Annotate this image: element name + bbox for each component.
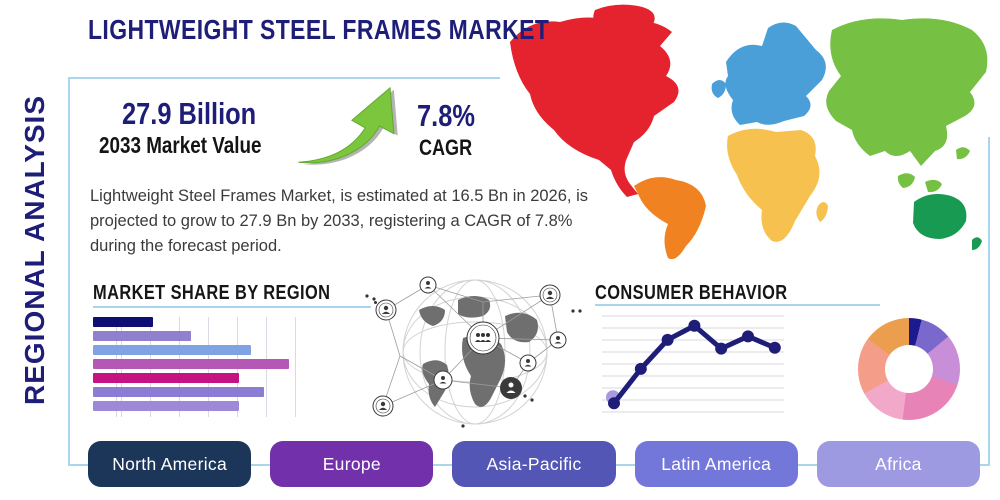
market-share-bar-0 <box>93 317 154 327</box>
donut-hole <box>885 345 933 393</box>
map-region-europe <box>711 22 826 126</box>
market-value-stat: 27.9 Billion <box>122 96 257 131</box>
region-button-label: Asia-Pacific <box>486 453 582 474</box>
network-node <box>419 276 437 294</box>
line-data-point <box>742 330 754 343</box>
market-description: Lightweight Steel Frames Market, is esti… <box>90 187 588 255</box>
network-node <box>549 331 567 349</box>
network-node <box>375 299 397 321</box>
market-share-underline <box>93 306 371 308</box>
network-node <box>519 354 537 372</box>
regional-analysis-label: REGIONAL ANALYSIS <box>19 94 51 406</box>
region-button-label: Europe <box>322 453 381 474</box>
market-share-heading: MARKET SHARE BY REGION <box>93 282 331 304</box>
market-share-bar-6 <box>93 401 239 411</box>
network-node <box>372 395 394 417</box>
world-map-graphic <box>500 0 1000 260</box>
map-region-africa <box>727 128 828 242</box>
globe-network-graphic <box>365 276 582 428</box>
region-donut-chart <box>858 318 960 420</box>
consumer-line-svg <box>602 315 784 413</box>
line-data-point <box>688 319 701 332</box>
region-button-north-america[interactable]: North America <box>88 441 252 487</box>
growth-arrow-icon <box>298 86 398 165</box>
map-region-asia <box>826 18 988 193</box>
line-data-point <box>608 397 620 410</box>
region-button-africa[interactable]: Africa <box>816 441 981 487</box>
map-region-south-america <box>634 177 706 260</box>
cagr-stat: 7.8% <box>417 98 475 133</box>
market-share-bar-5 <box>93 387 264 397</box>
network-node-main <box>466 321 500 355</box>
region-button-asia-pacific[interactable]: Asia-Pacific <box>452 441 616 487</box>
consumer-behavior-underline <box>595 304 880 306</box>
market-share-bars <box>93 317 301 417</box>
sidebar-label-wrap: REGIONAL ANALYSIS <box>0 65 70 435</box>
line-data-point <box>768 341 781 354</box>
market-share-bar-3 <box>93 359 289 369</box>
market-value-label: 2033 Market Value <box>99 132 262 158</box>
line-data-point <box>715 342 728 355</box>
line-data-point <box>661 333 674 346</box>
network-node <box>539 284 561 306</box>
region-button-row: North America Europe Asia-Pacific Latin Ame… <box>88 441 981 487</box>
underline-dot <box>374 301 377 304</box>
consumer-behavior-heading: CONSUMER BEHAVIOR <box>595 282 788 304</box>
region-button-label: Africa <box>875 453 922 474</box>
cagr-label: CAGR <box>419 135 473 160</box>
market-share-bar-2 <box>93 345 252 355</box>
map-region-north-america <box>510 4 679 198</box>
network-node-dark <box>500 377 522 399</box>
region-button-label: North America <box>112 453 227 474</box>
region-button-latin-america[interactable]: Latin America <box>634 441 798 487</box>
map-region-australia <box>913 194 982 250</box>
line-data-point <box>634 362 647 375</box>
market-share-bar-4 <box>93 373 239 383</box>
page-title: LIGHTWEIGHT STEEL FRAMES MARKET <box>88 14 550 45</box>
network-node <box>433 370 453 390</box>
market-share-bar-1 <box>93 331 191 341</box>
region-button-europe[interactable]: Europe <box>270 441 434 487</box>
region-button-label: Latin America <box>661 453 772 474</box>
